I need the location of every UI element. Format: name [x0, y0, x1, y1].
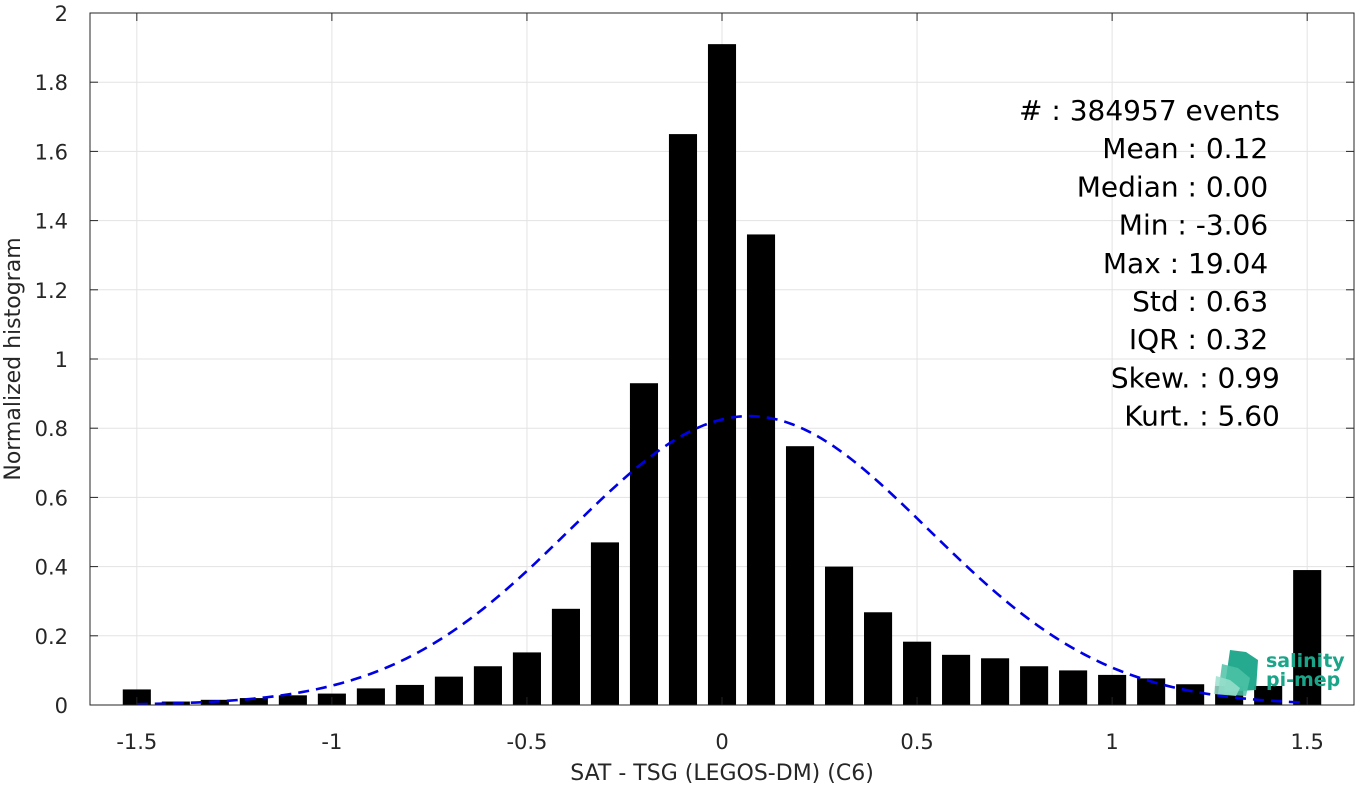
x-axis-ticks: -1.5 -1 -0.5 0 0.5 1 1.5 [116, 13, 1324, 754]
histogram-bar [864, 612, 893, 705]
x-tick-label: -1.5 [116, 730, 157, 754]
stats-line: Skew. : 0.99 [1111, 361, 1280, 394]
histogram-bar [1293, 570, 1322, 705]
y-tick-label: 1.2 [35, 279, 68, 303]
stats-line: Median : 0.00 [1077, 170, 1268, 203]
stats-line: Std : 0.63 [1132, 285, 1268, 318]
histogram-bar [746, 234, 776, 705]
stats-line: Min : -3.06 [1119, 209, 1268, 242]
histogram-bar [981, 658, 1010, 705]
histogram-bar [824, 566, 854, 705]
histogram-bar [356, 688, 385, 705]
statistics-annotation: # : 384957 events Mean : 0.12 Median : 0.0… [1019, 94, 1280, 433]
y-tick-label: 0.4 [35, 556, 68, 580]
x-tick-label: 0 [715, 730, 728, 754]
histogram-bar [551, 608, 580, 705]
stats-line: Kurt. : 5.60 [1124, 400, 1280, 433]
logo-text-salinity: salinity [1266, 650, 1345, 672]
histogram-bar [590, 542, 620, 705]
x-tick-label: 1.5 [1290, 730, 1323, 754]
salinity-pi-mep-logo: salinity pi-mep [1214, 650, 1345, 696]
x-axis-label: SAT - TSG (LEGOS-DM) (C6) [570, 761, 874, 785]
histogram-bar [707, 44, 737, 705]
x-tick-label: 1 [1105, 730, 1118, 754]
histogram-bar [395, 684, 424, 705]
y-tick-label: 0 [55, 694, 68, 718]
histogram-bar [942, 654, 971, 705]
x-tick-label: -1 [321, 730, 342, 754]
histogram-bar [434, 676, 463, 705]
y-tick-label: 1 [55, 348, 68, 372]
histogram-bar [512, 652, 541, 705]
histogram-bar [1137, 678, 1166, 705]
logo-text-pi-mep: pi-mep [1266, 669, 1340, 691]
y-axis-ticks: 0 0.2 0.4 0.6 0.8 1 1.2 1.4 1.6 1.8 2 [35, 2, 1354, 718]
histogram-bar [1059, 670, 1088, 705]
histogram-bar [1020, 666, 1049, 705]
logo-icon [1214, 650, 1258, 696]
histogram-bar [278, 695, 307, 705]
y-tick-label: 0.2 [35, 625, 68, 649]
y-axis-label: Normalized histogram [1, 237, 26, 480]
histogram-bars [122, 44, 1322, 706]
stats-line: Mean : 0.12 [1102, 132, 1268, 165]
x-tick-label: -0.5 [506, 730, 547, 754]
histogram-bar [239, 698, 268, 705]
stats-line: Max : 19.04 [1103, 247, 1268, 280]
histogram-bar [668, 134, 698, 706]
histogram-bar [629, 383, 659, 705]
histogram-bar [1176, 684, 1205, 705]
histogram-bar [785, 446, 815, 705]
y-tick-label: 1.8 [35, 71, 68, 95]
y-tick-label: 1.6 [35, 140, 68, 164]
y-tick-label: 2 [55, 2, 68, 26]
x-tick-label: 0.5 [900, 730, 933, 754]
stats-line: IQR : 0.32 [1129, 323, 1268, 356]
y-tick-label: 0.8 [35, 417, 68, 441]
histogram-bar [903, 641, 932, 705]
stats-line: # : 384957 events [1019, 94, 1280, 127]
y-tick-label: 1.4 [35, 210, 68, 234]
histogram-bar [473, 666, 502, 705]
gaussian-fit-curve [136, 414, 1308, 706]
y-tick-label: 0.6 [35, 486, 68, 510]
